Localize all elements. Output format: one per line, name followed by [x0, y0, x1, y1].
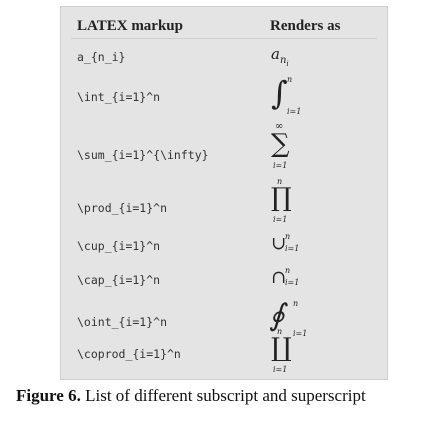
caption-label: Figure 6.	[16, 386, 81, 405]
markup-cell: \cup_{i=1}^n	[77, 239, 161, 253]
render-upper: n	[277, 177, 283, 186]
render-lower: i=1	[273, 161, 288, 170]
render-lower: i=1	[287, 107, 302, 116]
render-symbol: ∑	[271, 129, 290, 159]
render-upper: n	[293, 299, 299, 308]
table-row: \prod_{i=1}^n n ∏ i=1	[61, 177, 387, 231]
table-row: \oint_{i=1}^n ∮ n i=1	[61, 297, 387, 345]
render-lower: i=1	[285, 244, 300, 253]
table-row: \sum_{i=1}^{\infty} ∞ ∑ i=1	[61, 121, 387, 175]
markup-cell: \cap_{i=1}^n	[77, 273, 161, 287]
table-row: a_{n_i} ani	[61, 43, 387, 79]
render-cell: ani	[271, 45, 289, 68]
render-upper: n	[285, 232, 291, 241]
figure-caption: Figure 6. List of different subscript an…	[16, 386, 436, 406]
table-row: \int_{i=1}^n ∫ n i=1	[61, 73, 387, 121]
render-base: a	[271, 45, 280, 63]
render-symbol: ∮	[269, 298, 285, 333]
render-lower: i=1	[285, 278, 300, 287]
markup-cell: \coprod_{i=1}^n	[77, 347, 181, 361]
table-row: \cap_{i=1}^n ∩ n i=1	[61, 265, 387, 297]
render-subsubscript: i	[286, 60, 289, 68]
markup-cell: \sum_{i=1}^{\infty}	[77, 148, 209, 162]
table-row: \cup_{i=1}^n ∪ n i=1	[61, 231, 387, 263]
markup-cell: \int_{i=1}^n	[77, 90, 161, 104]
render-lower: i=1	[273, 365, 288, 374]
render-symbol: ∩	[271, 267, 287, 288]
table-row: \coprod_{i=1}^n n ∐ i=1	[61, 327, 387, 379]
render-lower: i=1	[293, 329, 308, 338]
render-upper: n	[287, 75, 293, 84]
caption-text: List of different subscript and superscr…	[80, 386, 366, 405]
markup-cell: \prod_{i=1}^n	[77, 201, 168, 215]
markup-cell: \oint_{i=1}^n	[77, 315, 168, 329]
render-upper: ∞	[275, 121, 284, 132]
header-divider	[71, 38, 377, 39]
header-latex-markup: LATEX markup	[77, 18, 183, 34]
render-lower: i=1	[273, 215, 288, 224]
render-subscript: n	[279, 55, 287, 66]
header-renders-as: Renders as	[270, 18, 341, 34]
render-symbol: ∫	[271, 74, 288, 112]
render-symbol: ∏	[271, 183, 292, 213]
render-symbol: ∪	[271, 233, 287, 254]
latex-table: LATEX markup Renders as a_{n_i} ani \int…	[60, 6, 388, 380]
render-symbol: ∐	[271, 333, 292, 363]
render-upper: n	[277, 327, 283, 336]
markup-cell: a_{n_i}	[77, 50, 126, 64]
render-upper: n	[285, 266, 291, 275]
